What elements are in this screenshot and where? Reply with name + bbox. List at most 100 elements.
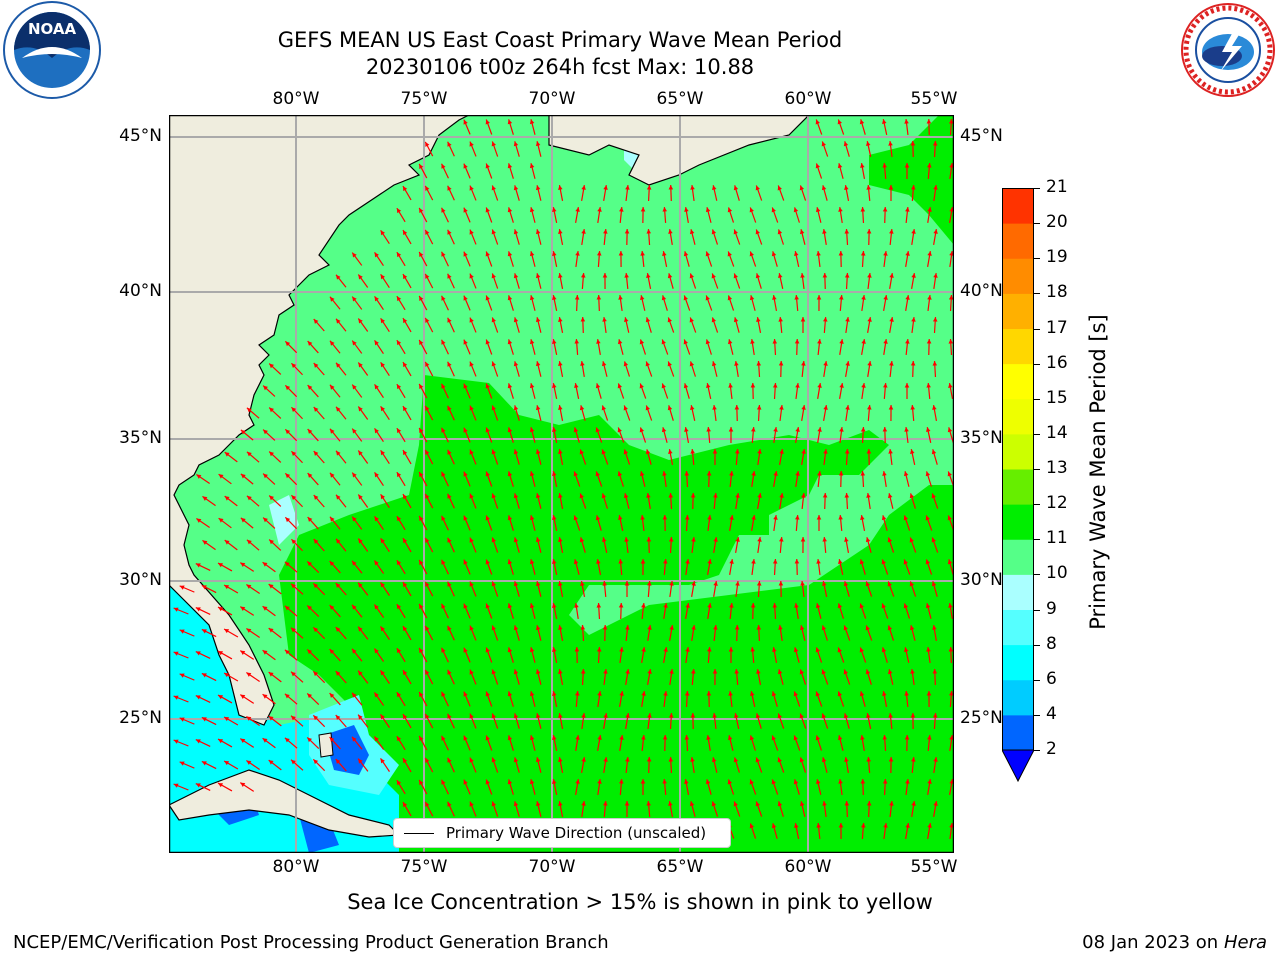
wave-arrow-head (558, 801, 563, 806)
wave-arrow-head (844, 493, 850, 498)
colorbar-segment (1002, 469, 1034, 505)
wave-arrow-head (799, 229, 805, 235)
wave-arrow-head (690, 757, 695, 762)
wave-arrow-head (757, 537, 762, 542)
wave-arrow-head (447, 669, 452, 675)
wave-arrow-head (558, 449, 563, 454)
wave-arrow-head (822, 537, 827, 542)
wave-arrow-head (706, 471, 712, 476)
wave-arrow-head (595, 427, 600, 433)
wave-arrow-head (535, 317, 541, 323)
wave-arrow-head (755, 757, 760, 763)
wave-arrow-head (668, 229, 673, 234)
wave-arrow-head (419, 559, 424, 565)
wave-arrow-head (396, 384, 402, 390)
wave-arrow-head (815, 647, 821, 653)
wave-arrow-head (329, 561, 335, 566)
wave-arrow-head (749, 295, 755, 301)
wave-arrow-head (396, 428, 402, 434)
wave-arrow-head (513, 185, 519, 191)
wave-arrow-head (224, 672, 230, 678)
wave-arrow-head (751, 427, 756, 432)
wave-arrow-head (669, 669, 674, 674)
wave-arrow-head (860, 163, 865, 168)
wave-arrow-head (707, 647, 712, 652)
colorbar-segment (1002, 609, 1034, 646)
wave-arrow-head (419, 295, 424, 301)
land-bahamas (318, 732, 334, 758)
wave-arrow-head (639, 383, 644, 389)
wave-arrow-head (201, 673, 207, 678)
wave-arrow-head (905, 779, 910, 784)
wave-arrow-head (669, 625, 674, 630)
wave-arrow-head (662, 471, 667, 476)
wave-arrow-head (772, 295, 777, 300)
wave-arrow-head (905, 251, 910, 256)
wave-arrow-head (469, 757, 474, 763)
wave-arrow-head (926, 427, 931, 433)
wave-arrow-head (240, 782, 246, 787)
wave-arrow-head (529, 691, 535, 697)
wave-arrow-head (711, 273, 716, 279)
wave-arrow-head (485, 251, 490, 257)
wave-arrow-head (358, 758, 363, 764)
wave-arrow-head (882, 779, 888, 784)
wave-arrow-head (202, 496, 208, 501)
wave-arrow-head (837, 603, 843, 609)
wave-arrow-head (441, 427, 446, 433)
wave-arrow-head (602, 625, 608, 630)
wave-arrow-head (491, 713, 496, 719)
wave-arrow-head (307, 385, 313, 390)
wave-arrow-head (669, 581, 674, 586)
wave-arrow-head (639, 427, 645, 433)
wave-arrow-head (352, 472, 357, 478)
wave-arrow-head (402, 714, 408, 720)
wave-arrow-head (838, 779, 843, 784)
wave-arrow-head (794, 295, 799, 300)
wave-arrow-head (329, 340, 335, 346)
wave-arrow-head (558, 229, 563, 234)
wave-arrow-head (639, 471, 645, 477)
wave-arrow-head (581, 273, 586, 278)
wave-arrow-head (927, 295, 932, 300)
footer-right: 08 Jan 2023 on Hera (1082, 932, 1267, 953)
wave-arrow-head (822, 273, 828, 278)
wave-arrow-head (903, 515, 909, 521)
colorbar-tick-mark (1034, 223, 1040, 225)
wave-arrow-head (529, 163, 535, 169)
wave-arrow-head (861, 295, 866, 300)
wave-arrow-head (425, 801, 430, 807)
wave-arrow-head (795, 427, 800, 432)
wave-arrow-head (491, 493, 496, 499)
wave-arrow-head (447, 581, 452, 587)
wave-arrow-head (269, 451, 274, 457)
colorbar-tick-label: 11 (1046, 528, 1068, 549)
wave-arrow-head (815, 735, 821, 741)
wave-arrow-head (779, 405, 784, 410)
wave-arrow-head (933, 801, 938, 806)
wave-arrow-head (889, 801, 894, 806)
wave-arrow-head (844, 185, 849, 190)
wave-arrow-head (691, 537, 696, 542)
wave-arrow-head (575, 691, 580, 696)
wave-arrow-head (290, 627, 296, 633)
wave-arrow-head (575, 735, 580, 740)
wave-arrow-head (396, 472, 402, 478)
wave-arrow-head (888, 757, 894, 762)
colorbar-tick-mark (1034, 363, 1040, 365)
wave-arrow-head (447, 405, 452, 411)
wave-arrow-head (668, 185, 674, 190)
wave-arrow-head (246, 451, 252, 457)
wave-arrow-head (926, 119, 932, 124)
wave-arrow-head (485, 163, 490, 169)
wave-arrow-head (623, 405, 628, 411)
wave-arrow-head (889, 317, 894, 322)
wave-arrow-head (625, 669, 630, 674)
wave-arrow-head (771, 207, 776, 213)
wave-arrow-head (485, 383, 490, 389)
wave-arrow-head (352, 296, 357, 302)
wave-arrow-head (661, 295, 667, 301)
wave-arrow-head (263, 517, 268, 523)
wave-arrow-head (645, 361, 650, 367)
wave-arrow-head (843, 581, 849, 587)
